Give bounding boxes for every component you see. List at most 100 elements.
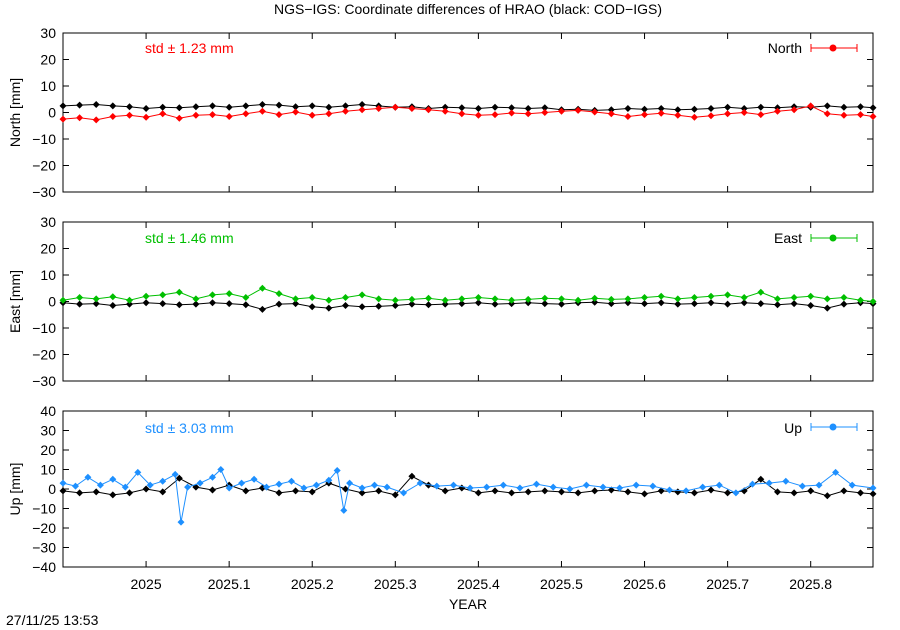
data-point-north-reference bbox=[707, 105, 715, 112]
data-point-east-main bbox=[790, 294, 798, 301]
data-point-north-reference bbox=[258, 101, 266, 108]
data-point-up-reference bbox=[541, 487, 549, 495]
data-point-up-reference bbox=[823, 492, 831, 500]
data-point-north-main bbox=[558, 107, 565, 115]
data-point-east-reference bbox=[242, 301, 250, 309]
data-point-north-reference bbox=[175, 104, 183, 112]
data-point-east-main bbox=[558, 295, 565, 303]
data-point-north-main bbox=[425, 106, 432, 114]
data-point-up-main bbox=[869, 484, 877, 492]
data-point-north-reference bbox=[474, 105, 482, 112]
data-point-up-main bbox=[325, 476, 333, 484]
x-tick-label: 2025.7 bbox=[706, 576, 749, 592]
data-point-up-main bbox=[346, 479, 354, 487]
data-point-up-main bbox=[96, 481, 104, 489]
data-point-east-main bbox=[458, 295, 466, 303]
panel-east-grid bbox=[63, 221, 873, 382]
data-point-north-main bbox=[541, 109, 549, 116]
data-point-east-reference bbox=[325, 304, 333, 312]
data-point-up-main bbox=[732, 489, 740, 497]
data-point-up-main bbox=[798, 482, 806, 490]
data-point-east-reference bbox=[607, 300, 615, 308]
data-point-up-main bbox=[632, 481, 640, 489]
data-point-up-main bbox=[715, 481, 723, 489]
data-point-north-reference bbox=[292, 103, 300, 111]
data-point-up-reference bbox=[790, 489, 798, 497]
panel-east-legend-key bbox=[810, 234, 858, 242]
data-point-north-reference bbox=[491, 103, 499, 111]
data-point-east-main bbox=[59, 296, 67, 304]
data-point-up-reference bbox=[574, 489, 582, 497]
data-point-north-reference bbox=[59, 102, 67, 110]
data-point-up-reference bbox=[275, 489, 283, 497]
data-point-north-main bbox=[790, 106, 798, 114]
data-point-up-reference bbox=[441, 487, 449, 495]
data-point-up-main bbox=[682, 487, 690, 495]
data-point-up-main bbox=[549, 483, 557, 491]
data-point-east-reference bbox=[823, 304, 831, 312]
data-point-east-reference bbox=[657, 299, 665, 307]
y-tick-label: 0 bbox=[48, 105, 56, 121]
data-point-east-main bbox=[375, 295, 383, 303]
data-point-north-reference bbox=[159, 103, 167, 111]
data-point-east-reference bbox=[126, 300, 133, 308]
data-point-east-main bbox=[491, 295, 499, 303]
data-point-up-main bbox=[566, 485, 574, 493]
data-point-east-reference bbox=[541, 300, 549, 308]
data-point-up-main bbox=[121, 483, 129, 491]
data-point-east-main bbox=[325, 296, 333, 304]
data-point-north-main bbox=[707, 112, 715, 120]
x-tick-labels: 2025 2025.1 2025.2 2025.3 2025.4 2025.5 2025.6… bbox=[130, 576, 832, 592]
panel-up-legend-label: Up bbox=[784, 420, 802, 436]
data-point-east-main bbox=[657, 292, 665, 300]
data-point-north-main bbox=[408, 105, 416, 112]
data-point-east-main bbox=[574, 296, 582, 304]
data-point-up-main bbox=[450, 481, 457, 489]
y-tick-label: 20 bbox=[40, 52, 56, 68]
data-point-east-main bbox=[159, 291, 167, 299]
data-point-up-reference bbox=[857, 489, 864, 497]
data-point-up-reference bbox=[474, 489, 482, 497]
data-point-up-reference bbox=[707, 486, 715, 494]
y-tick-label: −30 bbox=[32, 540, 56, 556]
data-point-north-reference bbox=[109, 102, 117, 110]
data-point-up-reference bbox=[657, 487, 665, 495]
y-tick-label: −20 bbox=[32, 158, 56, 174]
data-point-north-main bbox=[92, 116, 100, 124]
data-point-east-main bbox=[358, 291, 366, 299]
data-point-up-main bbox=[533, 480, 540, 488]
data-point-up-reference bbox=[591, 487, 599, 495]
data-point-up-reference bbox=[92, 488, 100, 496]
data-point-east-main bbox=[541, 294, 549, 302]
data-point-north-reference bbox=[192, 103, 200, 111]
data-point-up-reference bbox=[59, 487, 67, 495]
data-point-east-reference bbox=[275, 300, 283, 308]
data-point-up-reference bbox=[292, 487, 300, 495]
data-point-up-reference bbox=[375, 487, 383, 495]
data-point-up-main bbox=[371, 481, 378, 489]
data-point-north-main bbox=[325, 110, 333, 118]
data-point-north-reference bbox=[674, 106, 682, 114]
data-point-up-main bbox=[217, 466, 225, 473]
panel-north-series bbox=[59, 101, 877, 124]
data-point-east-reference bbox=[358, 303, 366, 311]
data-point-up-main bbox=[416, 479, 424, 487]
data-point-up-reference bbox=[508, 489, 516, 497]
y-tick-label: 30 bbox=[40, 25, 56, 41]
data-point-up-main bbox=[499, 481, 507, 489]
data-point-up-reference bbox=[408, 472, 416, 480]
y-tick-label: 10 bbox=[40, 267, 56, 283]
data-point-up-main bbox=[312, 481, 320, 489]
data-point-up-reference bbox=[624, 488, 632, 496]
y-tick-label: −30 bbox=[32, 184, 56, 200]
data-point-north-reference bbox=[358, 101, 366, 108]
x-tick-label: 2025 bbox=[130, 576, 161, 592]
data-point-east-main bbox=[724, 291, 732, 299]
data-point-north-main bbox=[225, 113, 233, 120]
data-point-north-main bbox=[375, 105, 383, 112]
data-point-north-main bbox=[458, 110, 466, 118]
data-point-north-reference bbox=[225, 103, 233, 111]
data-point-up-main bbox=[383, 483, 391, 491]
data-point-north-reference bbox=[441, 103, 449, 111]
